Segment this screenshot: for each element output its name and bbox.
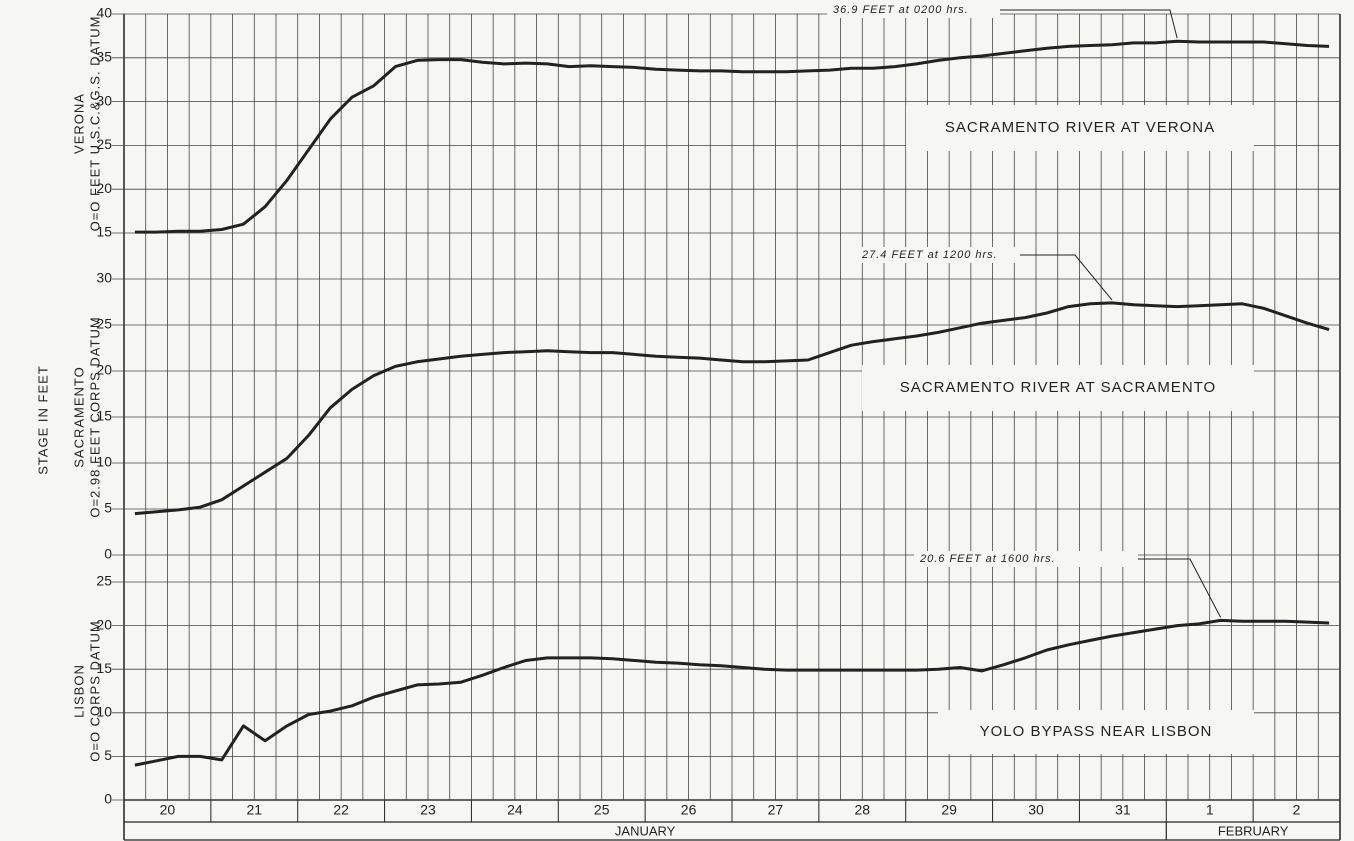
datum-label: O=2.98 FEET CORPS DATUM: [87, 316, 102, 517]
y-tick-label: 5: [104, 747, 112, 763]
x-tick-label: 28: [854, 802, 870, 818]
x-tick-label: 25: [594, 802, 610, 818]
y-tick-label: 0: [104, 546, 112, 562]
x-tick-label: 22: [333, 802, 349, 818]
x-tick-label: 27: [768, 802, 784, 818]
annotation: 27.4 FEET at 1200 hrs.: [861, 249, 998, 261]
label-box: [938, 710, 1254, 754]
y-tick-label: 20: [96, 362, 112, 378]
y-tick-label: 15: [96, 408, 112, 424]
annotation: 36.9 FEET at 0200 hrs.: [833, 4, 969, 16]
y-tick-label: 15: [96, 660, 112, 676]
x-tick-label: 29: [941, 802, 957, 818]
annotation-bg: [856, 247, 1020, 263]
series-line: [134, 618, 1330, 767]
annotation-leader: [1020, 254, 1113, 301]
y-tick-label: 30: [96, 270, 112, 286]
label-box: [906, 105, 1254, 151]
x-tick-label: 31: [1115, 802, 1131, 818]
station-label: SACRAMENTO: [71, 366, 86, 468]
annotation-leader: [1000, 9, 1178, 39]
x-tick-label: 2: [1293, 802, 1301, 818]
month-label: FEBRUARY: [1218, 823, 1289, 838]
station-label: LISBON: [71, 664, 86, 718]
series-label: SACRAMENTO RIVER AT VERONA: [945, 119, 1215, 136]
x-tick-label: 24: [507, 802, 523, 818]
annotation-bg: [827, 2, 1000, 18]
datum-label: O=O FEET U.S.C.&G.S. DATUM: [87, 16, 102, 232]
y-tick-label: 15: [96, 224, 112, 240]
y-axis-label: STAGE IN FEET: [35, 365, 50, 475]
x-tick-label: 26: [681, 802, 697, 818]
y-tick-label: 5: [104, 500, 112, 516]
y-tick-label: 35: [96, 49, 112, 65]
series-label: YOLO BYPASS NEAR LISBON: [980, 723, 1213, 740]
x-tick-label: 1: [1206, 802, 1214, 818]
x-tick-label: 23: [420, 802, 436, 818]
annotation-bg: [914, 551, 1138, 567]
y-tick-label: 10: [96, 704, 112, 720]
x-tick-label: 20: [160, 802, 176, 818]
x-tick-label: 30: [1028, 802, 1044, 818]
y-tick-label: 25: [96, 573, 112, 589]
series-line: [134, 39, 1330, 234]
y-tick-label: 20: [96, 180, 112, 196]
label-box: [862, 365, 1254, 411]
annotation: 20.6 FEET at 1600 hrs.: [919, 553, 1056, 565]
y-tick-label: 10: [96, 454, 112, 470]
series-label: SACRAMENTO RIVER AT SACRAMENTO: [900, 379, 1216, 396]
y-tick-label: 25: [96, 316, 112, 332]
y-tick-label: 20: [96, 616, 112, 632]
month-label: JANUARY: [615, 823, 676, 838]
x-tick-label: 21: [246, 802, 262, 818]
annotation-leader: [1138, 558, 1222, 618]
y-tick-label: 30: [96, 92, 112, 108]
y-tick-label: 25: [96, 136, 112, 152]
series-line: [134, 301, 1330, 516]
y-tick-label: 40: [96, 5, 112, 21]
datum-label: O=O CORPS DATUM: [87, 620, 102, 762]
y-tick-label: 0: [104, 791, 112, 807]
station-label: VERONA: [71, 93, 86, 154]
